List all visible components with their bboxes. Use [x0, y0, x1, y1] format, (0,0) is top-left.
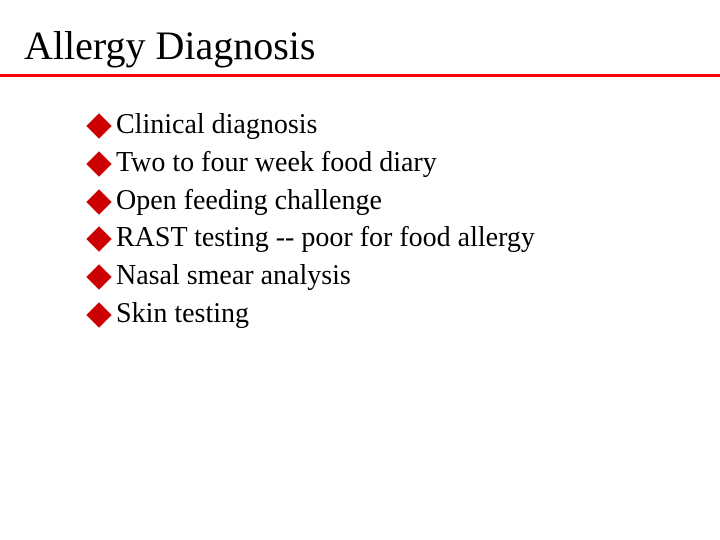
slide-title: Allergy Diagnosis [24, 26, 315, 66]
diamond-bullet-icon [86, 189, 111, 214]
list-item-text: Skin testing [116, 295, 249, 333]
diamond-bullet-icon [86, 302, 111, 327]
list-item: Nasal smear analysis [90, 257, 535, 295]
bullet-list: Clinical diagnosis Two to four week food… [90, 106, 535, 333]
slide: Allergy Diagnosis Clinical diagnosis Two… [0, 0, 720, 540]
list-item: Skin testing [90, 295, 535, 333]
diamond-bullet-icon [86, 113, 111, 138]
diamond-bullet-icon [86, 227, 111, 252]
list-item: Open feeding challenge [90, 182, 535, 220]
list-item: Two to four week food diary [90, 144, 535, 182]
list-item-text: Nasal smear analysis [116, 257, 351, 295]
diamond-bullet-icon [86, 264, 111, 289]
list-item: RAST testing -- poor for food allergy [90, 219, 535, 257]
title-underline [0, 74, 720, 77]
list-item: Clinical diagnosis [90, 106, 535, 144]
list-item-text: Clinical diagnosis [116, 106, 317, 144]
diamond-bullet-icon [86, 151, 111, 176]
list-item-text: Open feeding challenge [116, 182, 382, 220]
list-item-text: Two to four week food diary [116, 144, 437, 182]
list-item-text: RAST testing -- poor for food allergy [116, 219, 535, 257]
